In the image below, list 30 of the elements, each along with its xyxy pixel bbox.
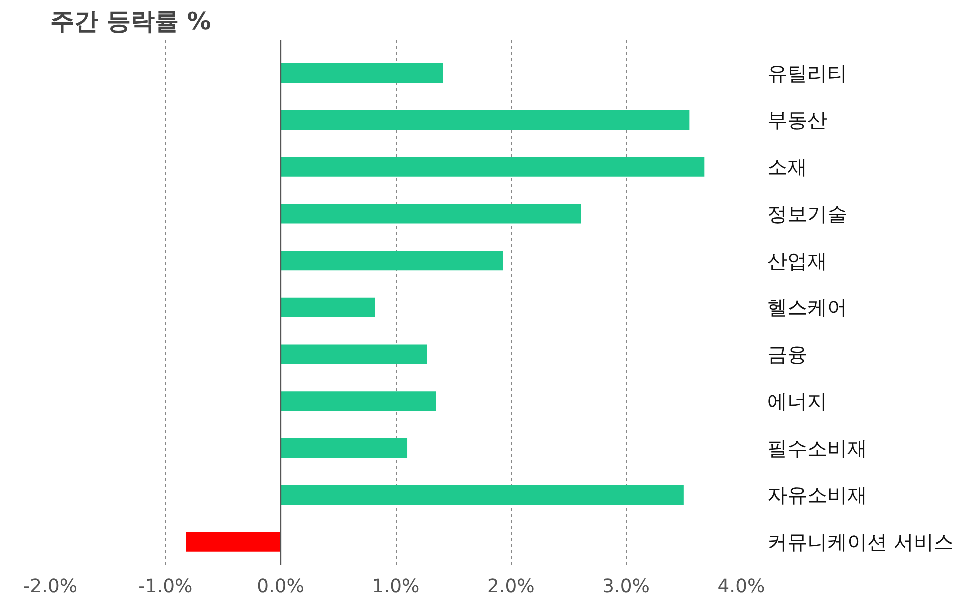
y-tick-label: 커뮤니케이션 서비스 bbox=[768, 530, 954, 554]
bar bbox=[280, 63, 444, 84]
x-tick-label: -1.0% bbox=[138, 576, 193, 598]
y-tick-label: 헬스케어 bbox=[768, 296, 848, 320]
y-tick-label: 정보기술 bbox=[768, 202, 848, 226]
bar bbox=[280, 344, 428, 364]
bar bbox=[186, 532, 281, 552]
bar bbox=[280, 250, 504, 271]
y-tick-label: 자유소비재 bbox=[768, 483, 868, 508]
bar bbox=[280, 110, 690, 130]
y-tick-label: 소재 bbox=[768, 155, 808, 180]
x-tick-label: -2.0% bbox=[23, 576, 78, 598]
bar bbox=[280, 392, 436, 412]
bar bbox=[280, 204, 582, 224]
bar bbox=[280, 438, 408, 458]
x-tick-label: 0.0% bbox=[257, 576, 305, 598]
bar bbox=[280, 298, 376, 318]
bar bbox=[280, 485, 684, 506]
x-tick-label: 1.0% bbox=[372, 576, 420, 598]
y-tick-label: 금융 bbox=[768, 342, 808, 367]
chart-title: 주간 등락률 % bbox=[50, 8, 212, 36]
bar bbox=[280, 157, 705, 177]
y-tick-label: 에너지 bbox=[768, 389, 828, 414]
y-tick-label: 산업재 bbox=[768, 248, 828, 273]
x-tick-label: 4.0% bbox=[718, 576, 766, 598]
y-tick-label: 부동산 bbox=[768, 108, 828, 132]
x-tick-label: 2.0% bbox=[487, 576, 535, 598]
y-tick-label: 유틸리티 bbox=[768, 61, 848, 86]
x-tick-label: 3.0% bbox=[602, 576, 650, 598]
y-tick-label: 필수소비재 bbox=[768, 436, 868, 460]
